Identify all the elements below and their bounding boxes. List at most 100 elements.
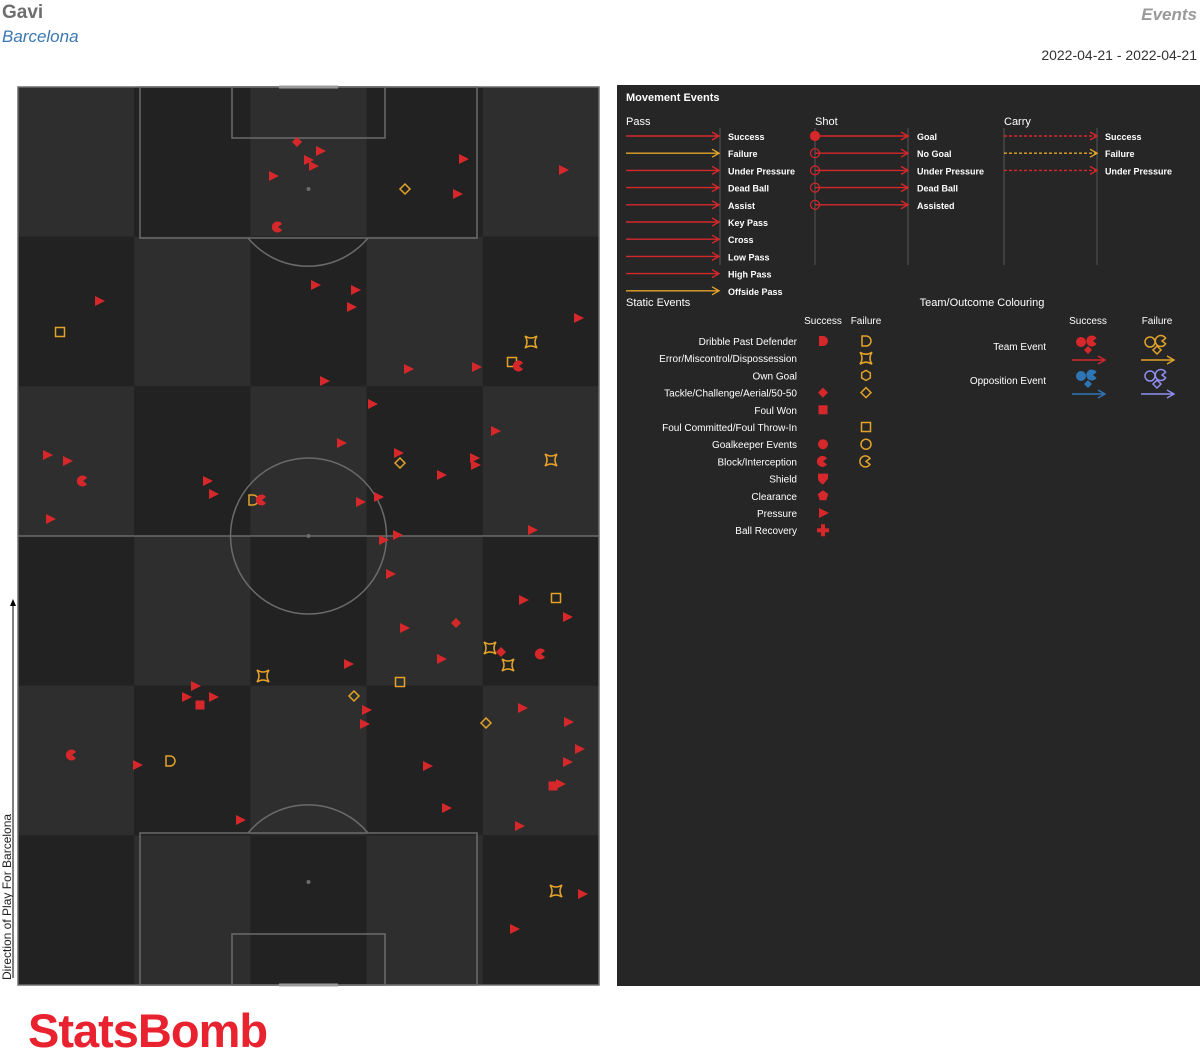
- block-icon: [271, 221, 282, 233]
- pass-legend-label: Low Pass: [728, 252, 770, 262]
- pressure-icon: [574, 313, 584, 323]
- pressure-icon: [518, 703, 528, 713]
- pitch-zone: [250, 835, 367, 985]
- shot-arrow-head: [900, 200, 910, 210]
- pitch-zone: [366, 87, 483, 237]
- tackle-icon: [818, 387, 828, 398]
- pressure-icon: [491, 426, 501, 436]
- pass-arrow-head: [711, 131, 721, 141]
- error-icon: [524, 335, 538, 349]
- pitch-zone: [18, 536, 135, 686]
- pitch-zone: [366, 685, 483, 836]
- shot-origin-icon: [809, 130, 821, 142]
- team-name: Barcelona: [2, 27, 79, 46]
- error-icon: [859, 351, 873, 365]
- pitch-zone: [366, 236, 483, 387]
- pressure-icon: [316, 146, 326, 156]
- pressure-icon: [563, 757, 573, 767]
- pass-legend-label: Under Pressure: [728, 166, 795, 176]
- bottom-penalty-arc: [247, 804, 369, 834]
- pitch-zone: [18, 87, 135, 237]
- pressure-icon: [209, 692, 219, 702]
- error-icon: [256, 669, 270, 683]
- pressure-icon: [182, 692, 192, 702]
- pitch-map: [17, 85, 600, 987]
- tackle-icon: [292, 137, 302, 147]
- top-penalty-arc: [247, 237, 369, 267]
- dribble-icon: [165, 755, 176, 767]
- pressure-icon: [459, 154, 469, 164]
- pitch-zone: [366, 835, 483, 985]
- pressure-icon: [437, 654, 447, 664]
- error-icon: [501, 658, 515, 672]
- foul_won-icon: [195, 700, 205, 710]
- foul_committed-icon: [550, 592, 562, 604]
- static-legend-label: Foul Committed/Foul Throw-In: [662, 423, 797, 434]
- pitch-zone: [482, 236, 599, 387]
- pressure-icon: [311, 280, 321, 290]
- pitch-zone: [18, 685, 135, 836]
- pressure-icon: [360, 719, 370, 729]
- tackle-icon: [347, 689, 361, 703]
- foul_won-icon: [818, 405, 828, 415]
- statsbomb-logo: StatsBomb: [28, 1004, 268, 1057]
- pitch-zone: [134, 236, 251, 387]
- static-failure-header: Failure: [851, 316, 882, 327]
- opp-success-arrow-head: [1097, 389, 1107, 399]
- pressure-icon: [362, 705, 372, 715]
- error-icon: [544, 453, 558, 467]
- bottom-penalty-spot: [306, 880, 311, 884]
- shot-arrow-head: [900, 131, 910, 141]
- shot-legend-label: Dead Ball: [917, 184, 958, 194]
- static-legend-label: Tackle/Challenge/Aerial/50-50: [664, 389, 797, 400]
- static-legend-label: Foul Won: [754, 406, 797, 417]
- pressure-icon: [578, 889, 588, 899]
- direction-label: Direction of Play For Barcelona: [0, 814, 14, 980]
- team-success-arrow-head: [1097, 355, 1107, 365]
- pressure-icon: [191, 681, 201, 691]
- static-legend-label: Own Goal: [753, 371, 797, 382]
- static-legend-label: Pressure: [757, 509, 797, 520]
- pitch-zone: [134, 536, 251, 686]
- pitch-zone: [18, 386, 135, 536]
- player-name: Gavi: [2, 2, 44, 23]
- page-title: Events: [1141, 5, 1197, 24]
- pass-arrow-head: [711, 251, 721, 262]
- pass-legend-label: High Pass: [728, 270, 772, 280]
- pressure-icon: [356, 497, 366, 507]
- pressure-icon: [309, 161, 319, 171]
- shot-legend-label: Goal: [917, 132, 937, 142]
- static-legend-label: Shield: [769, 475, 797, 486]
- pass-arrow-head: [711, 182, 721, 193]
- tackle-icon: [398, 182, 412, 196]
- pressure-icon: [393, 530, 403, 540]
- foul_committed-icon: [860, 421, 872, 433]
- carry-arrow-head: [1089, 131, 1099, 141]
- pitch-zone: [18, 236, 135, 387]
- static-legend-label: Clearance: [751, 492, 797, 503]
- static-legend-label: Block/Interception: [718, 457, 798, 468]
- pass-legend-label: Assist: [728, 201, 755, 211]
- opposition-event-label: Opposition Event: [970, 376, 1046, 387]
- carry-legend-label: Success: [1105, 132, 1142, 142]
- pass-legend-label: Success: [728, 132, 765, 142]
- pressure-icon: [472, 362, 482, 372]
- pass-legend-label: Offside Pass: [728, 287, 783, 297]
- pressure-icon: [320, 376, 330, 386]
- shot-origin-icon: [809, 165, 821, 176]
- carry-legend-label: Failure: [1105, 149, 1135, 159]
- pressure-icon: [304, 155, 314, 165]
- pitch-zone: [134, 835, 251, 985]
- pitch-zone: [18, 835, 135, 985]
- carry-title: Carry: [1004, 116, 1031, 128]
- pass-arrow-head: [711, 217, 721, 227]
- own_goal-icon: [860, 369, 872, 382]
- static-legend-label: Error/Miscontrol/Dispossession: [659, 354, 797, 365]
- pressure-icon: [63, 456, 73, 466]
- pressure-icon: [564, 717, 574, 727]
- pitch-zone: [134, 685, 251, 836]
- tackle-icon: [496, 647, 506, 657]
- pitch-zone: [482, 386, 599, 536]
- block-icon: [65, 749, 76, 761]
- pressure-icon: [404, 364, 414, 374]
